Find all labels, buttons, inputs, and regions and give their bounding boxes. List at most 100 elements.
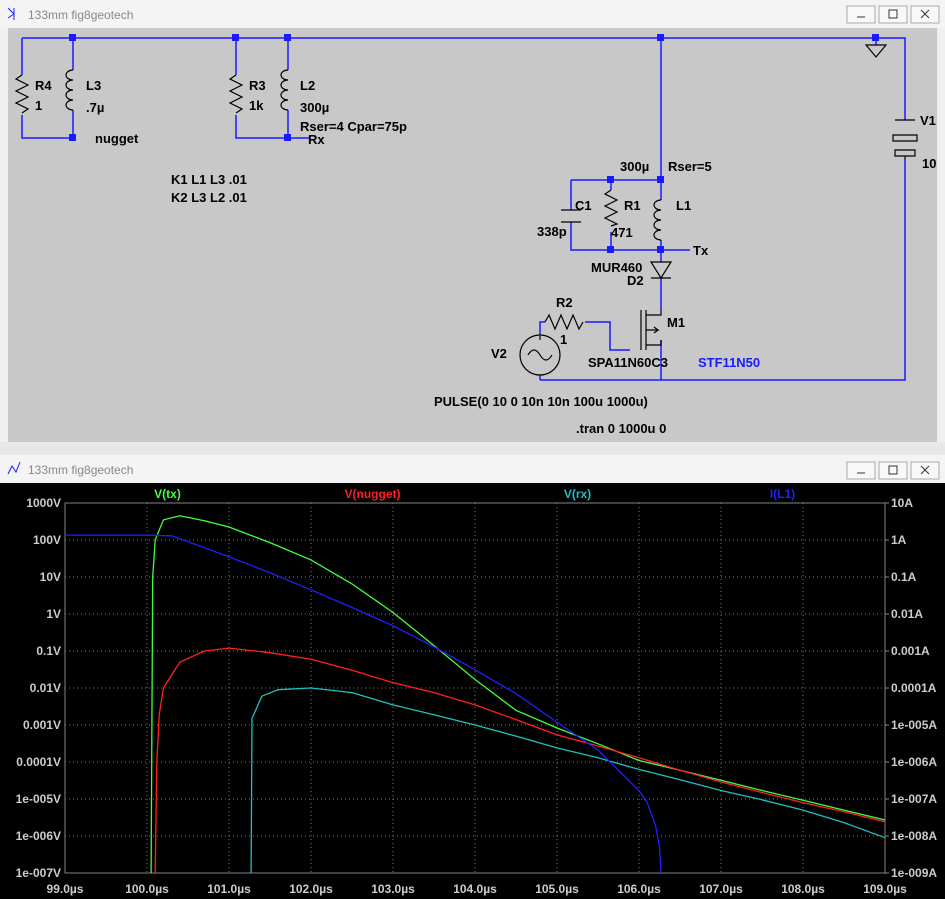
schematic: R4 1 L3 .7µ nugget R3 1k L2 300µ Rser=4 … bbox=[14, 34, 936, 436]
label: L2 bbox=[300, 78, 315, 93]
minimize-button[interactable] bbox=[846, 461, 876, 480]
label: V2 bbox=[491, 346, 507, 361]
y-tick-label: 100V bbox=[33, 533, 61, 547]
y2-tick-label: 1e-007A bbox=[891, 792, 937, 806]
inductors bbox=[65, 69, 662, 241]
resistors bbox=[14, 74, 619, 331]
y2-tick-label: 1e-005A bbox=[891, 718, 937, 732]
y2-tick-label: 1e-008A bbox=[891, 829, 937, 843]
label: PULSE(0 10 0 10n 10n 100u 1000u) bbox=[434, 394, 648, 409]
window-gap bbox=[0, 442, 945, 455]
label: 1k bbox=[249, 98, 264, 113]
y2-tick-label: 1e-006A bbox=[891, 755, 937, 769]
voltage-source bbox=[519, 334, 561, 376]
window-title: 133mm fig8geotech bbox=[28, 463, 133, 477]
label: L3 bbox=[86, 78, 101, 93]
series-line bbox=[250, 687, 886, 874]
wires bbox=[21, 37, 906, 381]
label: L1 bbox=[676, 198, 691, 213]
junction bbox=[69, 34, 76, 41]
x-tick-label: 100.0µs bbox=[125, 882, 169, 896]
label: R3 bbox=[249, 78, 266, 93]
junction bbox=[607, 176, 614, 183]
x-tick-label: 106.0µs bbox=[617, 882, 661, 896]
label: 1 bbox=[560, 332, 567, 347]
label: .tran 0 1000u 0 bbox=[576, 421, 666, 436]
label: M1 bbox=[667, 315, 685, 330]
y-tick-label: 1e-005V bbox=[16, 792, 61, 806]
label: V1 bbox=[920, 113, 936, 128]
x-tick-label: 103.0µs bbox=[371, 882, 415, 896]
app-icon bbox=[7, 461, 21, 475]
junction bbox=[232, 34, 239, 41]
button-glyphs bbox=[857, 465, 930, 475]
y2-tick-label: 0.0001A bbox=[891, 681, 937, 695]
series-line bbox=[150, 515, 886, 874]
y-tick-label: 0.01V bbox=[30, 681, 61, 695]
label: D2 bbox=[627, 273, 644, 288]
label: 1 bbox=[35, 98, 42, 113]
button-glyphs bbox=[857, 9, 930, 19]
series-line bbox=[65, 534, 662, 874]
x-tick-label: 105.0µs bbox=[535, 882, 579, 896]
y2-tick-label: 10A bbox=[891, 496, 913, 510]
junction bbox=[607, 246, 614, 253]
junction bbox=[284, 134, 291, 141]
y-tick-label: 0.001V bbox=[23, 718, 61, 732]
label: 300µ bbox=[620, 159, 649, 174]
label: SPA11N60C3 bbox=[588, 355, 668, 370]
label: R4 bbox=[35, 78, 52, 93]
plot-background bbox=[0, 483, 945, 899]
series-line bbox=[154, 647, 886, 874]
maximize-button[interactable] bbox=[878, 461, 908, 480]
junction bbox=[657, 176, 664, 183]
titlebar-bg bbox=[0, 455, 945, 483]
y-tick-label: 1V bbox=[46, 607, 61, 621]
legend-label: V(nugget) bbox=[345, 487, 401, 501]
label: Rx bbox=[308, 132, 325, 147]
app-icon bbox=[7, 7, 15, 20]
label: 300µ bbox=[300, 100, 329, 115]
minimize-button[interactable] bbox=[846, 5, 876, 24]
label: C1 bbox=[575, 198, 592, 213]
device-symbols bbox=[561, 44, 918, 350]
label: nugget bbox=[95, 131, 139, 146]
schematic-titlebar: 133mm fig8geotech bbox=[0, 0, 945, 28]
y-tick-label: 0.1V bbox=[36, 644, 61, 658]
junction bbox=[284, 34, 291, 41]
label: MUR460 bbox=[591, 260, 642, 275]
junction bbox=[872, 34, 879, 41]
x-tick-label: 104.0µs bbox=[453, 882, 497, 896]
y2-tick-label: 0.001A bbox=[891, 644, 930, 658]
label: STF11N50 bbox=[698, 355, 760, 370]
junction bbox=[657, 246, 664, 253]
junction bbox=[69, 134, 76, 141]
y2-tick-label: 1A bbox=[891, 533, 907, 547]
junction bbox=[657, 34, 664, 41]
label: 10 bbox=[922, 156, 936, 171]
label: K2 L3 L2 .01 bbox=[171, 190, 247, 205]
x-tick-label: 102.0µs bbox=[289, 882, 333, 896]
y2-tick-label: 1e-009A bbox=[891, 866, 937, 880]
maximize-button[interactable] bbox=[878, 5, 908, 24]
plot-titlebar: 133mm fig8geotech bbox=[0, 455, 945, 483]
label: Rser=4 Cpar=75p bbox=[300, 119, 407, 134]
label: R2 bbox=[556, 295, 573, 310]
y2-tick-label: 0.01A bbox=[891, 607, 923, 621]
legend-label: V(rx) bbox=[564, 487, 591, 501]
y-tick-label: 0.0001V bbox=[16, 755, 61, 769]
y-tick-label: 1000V bbox=[26, 496, 61, 510]
y-tick-label: 1e-006V bbox=[16, 829, 61, 843]
legend-label: V(tx) bbox=[154, 487, 181, 501]
label: .7µ bbox=[86, 100, 104, 115]
label: Rser=5 bbox=[668, 159, 712, 174]
x-tick-label: 108.0µs bbox=[781, 882, 825, 896]
junctions bbox=[69, 34, 879, 253]
y-tick-label: 1e-007V bbox=[16, 866, 61, 880]
legend-label: I(L1) bbox=[770, 487, 795, 501]
x-tick-label: 101.0µs bbox=[207, 882, 251, 896]
schematic-canvas bbox=[8, 28, 937, 442]
y-tick-label: 10V bbox=[40, 570, 61, 584]
